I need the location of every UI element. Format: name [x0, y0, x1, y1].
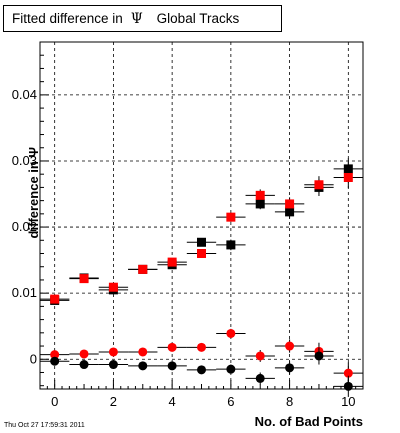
data-point-circle [343, 368, 353, 378]
chart-title-symbol: Ψ [130, 10, 143, 27]
data-point-circle [226, 328, 236, 338]
data-point-circle [285, 341, 295, 351]
data-point-square [108, 282, 118, 292]
data-point-square [343, 172, 353, 182]
data-point-circle [108, 360, 118, 370]
chart-title-suffix: Global Tracks [156, 11, 240, 26]
data-point-circle [255, 351, 265, 361]
x-tick-label: 8 [286, 394, 293, 409]
y-axis-label: difference in Ψ [26, 147, 41, 239]
data-point-square [197, 237, 206, 247]
data-point-circle [50, 350, 60, 360]
y-tick-label: 0.03 [12, 153, 37, 168]
data-point-circle [79, 349, 89, 359]
data-point-square [79, 274, 89, 284]
data-point-square [314, 180, 324, 190]
data-point-circle [50, 356, 60, 366]
chart-title: Fitted difference in Ψ Global Tracks [3, 5, 282, 32]
data-point-circle [138, 361, 148, 371]
plot-frame [39, 41, 364, 390]
data-point-square [255, 190, 265, 200]
y-tick-label: 0 [30, 351, 37, 366]
data-point-circle [79, 360, 89, 370]
data-point-square [167, 257, 177, 267]
data-point-square [226, 240, 236, 250]
data-point-square [285, 199, 295, 209]
data-point-square [50, 294, 60, 304]
y-tick-label: 0.01 [12, 285, 37, 300]
data-point-square [226, 212, 236, 222]
data-point-square [197, 249, 206, 259]
x-tick-label: 10 [341, 394, 355, 409]
data-point-circle [108, 347, 118, 357]
x-axis-label: No. of Bad Points [254, 414, 363, 429]
data-point-square [138, 264, 148, 274]
data-point-circle [226, 364, 236, 374]
data-point-circle [138, 347, 148, 357]
data-point-circle [197, 342, 206, 352]
data-point-circle [255, 373, 265, 383]
data-point-circle [197, 365, 206, 375]
x-tick-label: 4 [169, 394, 176, 409]
y-axis-label-wrap: difference in Ψ [10, 147, 41, 238]
data-point-square [255, 199, 265, 209]
x-tick-label: 2 [110, 394, 117, 409]
chart-title-prefix: Fitted difference in [12, 11, 123, 26]
data-point-circle [285, 363, 295, 373]
data-point-circle [314, 351, 324, 361]
data-point-circle [167, 361, 177, 371]
x-tick-label: 6 [227, 394, 234, 409]
timestamp: Thu Oct 27 17:59:31 2011 [4, 422, 85, 429]
y-tick-label: 0.02 [12, 219, 37, 234]
data-point-square [285, 207, 295, 217]
x-tick-label: 0 [51, 394, 58, 409]
data-point-circle [167, 342, 177, 352]
y-tick-label: 0.04 [12, 87, 37, 102]
data-point-circle [343, 381, 353, 391]
